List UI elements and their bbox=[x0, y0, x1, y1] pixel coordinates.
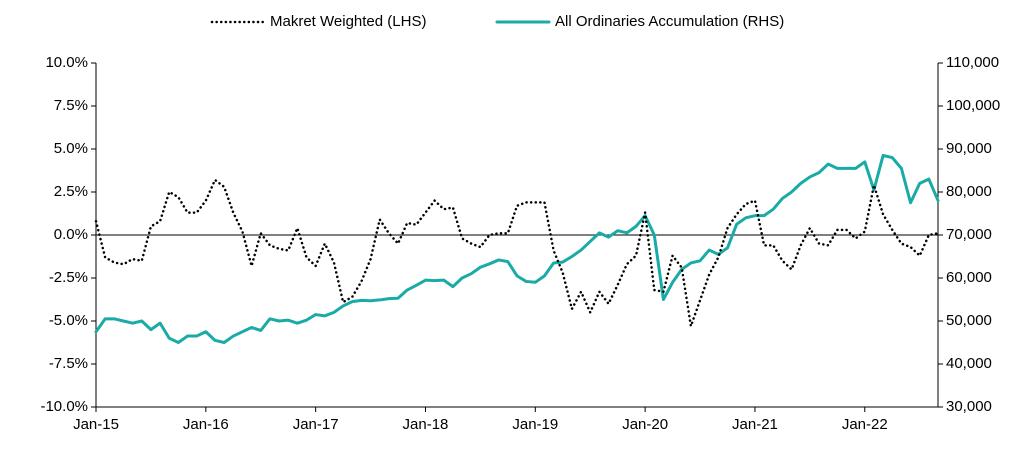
y-tick-label: -5.0% bbox=[49, 312, 88, 329]
x-tick-label: Jan-15 bbox=[73, 416, 119, 433]
y2-tick-label: 50,000 bbox=[946, 312, 992, 329]
y2-tick-label: 60,000 bbox=[946, 269, 992, 286]
x-tick-label: Jan-21 bbox=[732, 416, 778, 433]
y2-tick-label: 30,000 bbox=[946, 398, 992, 415]
x-tick-label: Jan-22 bbox=[842, 416, 888, 433]
x-tick-label: Jan-16 bbox=[183, 416, 229, 433]
y-tick-label: 0.0% bbox=[54, 226, 88, 243]
x-tick-label: Jan-17 bbox=[293, 416, 339, 433]
y2-tick-label: 80,000 bbox=[946, 183, 992, 200]
y-tick-label: 5.0% bbox=[54, 140, 88, 157]
y-tick-label: 7.5% bbox=[54, 97, 88, 114]
y-tick-label: -7.5% bbox=[49, 355, 88, 372]
series-line bbox=[94, 178, 940, 328]
x-tick-label: Jan-18 bbox=[403, 416, 449, 433]
y-tick-label: -10.0% bbox=[40, 398, 88, 415]
y-tick-label: 10.0% bbox=[45, 54, 88, 71]
y2-tick-label: 100,000 bbox=[946, 97, 1000, 114]
series-line bbox=[94, 153, 940, 344]
y2-tick-label: 40,000 bbox=[946, 355, 992, 372]
y-tick-label: -2.5% bbox=[49, 269, 88, 286]
y2-tick-label: 90,000 bbox=[946, 140, 992, 157]
legend-label: Makret Weighted (LHS) bbox=[270, 13, 426, 30]
legend-label: All Ordinaries Accumulation (RHS) bbox=[555, 13, 784, 30]
y2-tick-label: 70,000 bbox=[946, 226, 992, 243]
x-tick-label: Jan-19 bbox=[512, 416, 558, 433]
y-tick-label: 2.5% bbox=[54, 183, 88, 200]
x-tick-label: Jan-20 bbox=[622, 416, 668, 433]
y2-tick-label: 110,000 bbox=[946, 54, 999, 71]
